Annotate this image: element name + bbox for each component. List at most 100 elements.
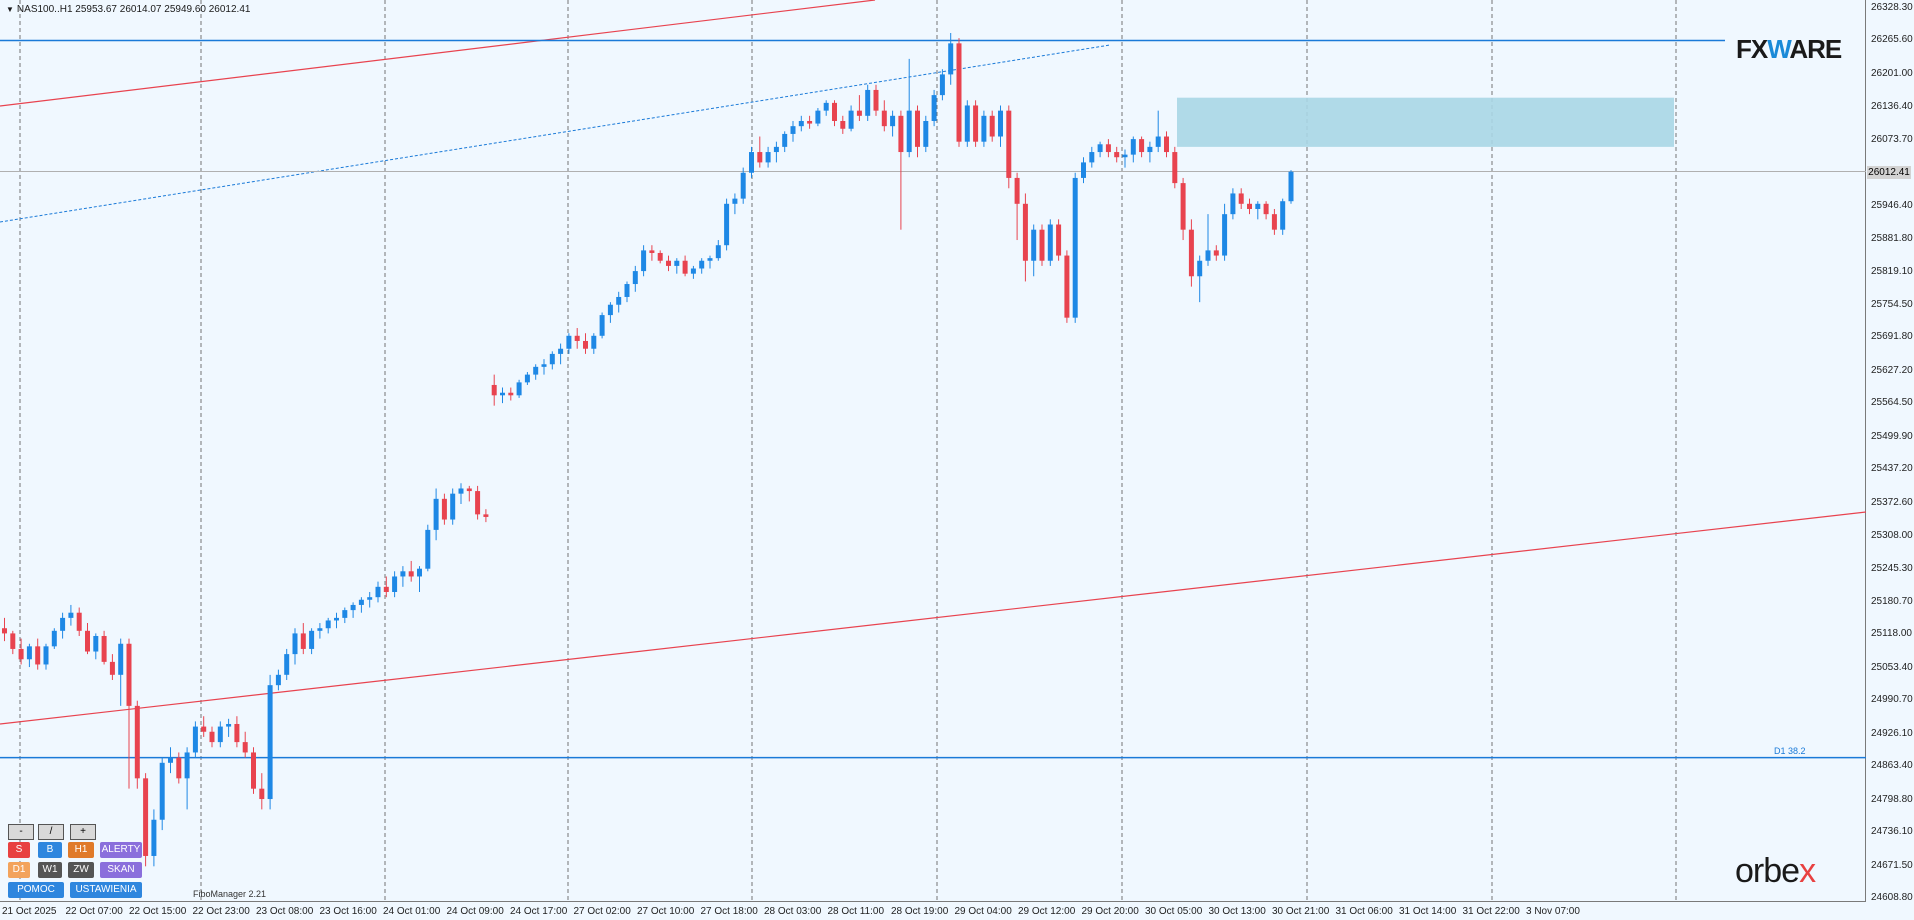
scan-button[interactable]: SKAN	[100, 862, 142, 878]
candle-body	[342, 610, 348, 618]
candle-body	[1263, 203, 1269, 215]
time-tick-label: 30 Oct 05:00	[1145, 906, 1203, 917]
candle-body	[815, 110, 821, 124]
time-tick-label: 27 Oct 02:00	[573, 906, 631, 917]
time-tick-label: 28 Oct 11:00	[827, 906, 885, 917]
timeframe-w1-button[interactable]: W1	[38, 862, 62, 878]
candle-body	[583, 340, 588, 349]
candle-body	[873, 89, 879, 111]
price-chart[interactable]	[0, 0, 1866, 902]
candle-body	[790, 126, 796, 134]
fibo-manager-label: FiboManager 2.21	[193, 889, 267, 899]
candle-body	[641, 250, 647, 272]
chart-plot-area[interactable]	[0, 0, 1866, 902]
candle-body	[85, 630, 90, 652]
price-tick-label: 25881.80	[1871, 233, 1913, 245]
candle-body	[242, 742, 248, 753]
candle-body	[168, 757, 173, 763]
time-tick-label: 31 Oct 14:00	[1399, 906, 1457, 917]
candle-body	[931, 95, 937, 121]
current-price-badge: 26012.41	[1867, 165, 1911, 179]
candle-body	[51, 630, 57, 647]
candle-body	[649, 250, 655, 253]
price-tick-label: 25754.50	[1871, 298, 1913, 310]
price-tick-label: 25372.60	[1871, 496, 1913, 508]
candle-body	[939, 74, 945, 96]
candle-body	[832, 102, 837, 121]
candle-body	[2, 628, 7, 634]
candle-body	[1155, 136, 1161, 147]
candle-body	[533, 366, 539, 375]
chevron-down-icon[interactable]: ▼	[6, 5, 14, 14]
candle-body	[1188, 229, 1194, 277]
zoom-out-button[interactable]: -	[8, 824, 34, 840]
candle-body	[1039, 229, 1045, 261]
candle-body	[1022, 203, 1028, 261]
candle-body	[226, 723, 232, 727]
candle-body	[400, 571, 406, 577]
candle-body	[483, 514, 489, 517]
candle-body	[68, 612, 74, 618]
candle-body	[881, 110, 887, 127]
candle-body	[1056, 224, 1062, 256]
candle-body	[690, 268, 696, 274]
candle-body	[1105, 144, 1111, 153]
buy-button[interactable]: B	[38, 842, 62, 858]
candle-body	[1230, 193, 1236, 215]
candle-body	[998, 110, 1003, 137]
candle-body	[209, 731, 215, 743]
price-tick-label: 24736.10	[1871, 826, 1913, 838]
zoom-reset-button[interactable]: /	[38, 824, 64, 840]
candle-body	[151, 819, 157, 856]
time-tick-label: 24 Oct 17:00	[510, 906, 568, 917]
time-tick-label: 3 Nov 07:00	[1526, 906, 1580, 917]
candle-body	[616, 296, 622, 305]
timeframe-d1-button[interactable]: D1	[8, 862, 30, 878]
candle-body	[134, 705, 140, 779]
price-tick-label: 25053.40	[1871, 661, 1913, 673]
candle-body	[375, 586, 381, 598]
time-tick-label: 22 Oct 23:00	[192, 906, 250, 917]
candle-body	[500, 392, 505, 396]
candle-body	[1271, 214, 1277, 230]
candle-body	[840, 120, 846, 129]
candle-body	[674, 260, 680, 266]
price-tick-label: 25499.90	[1871, 430, 1913, 442]
candle-body	[1197, 260, 1203, 277]
candle-body	[284, 654, 290, 675]
candle-body	[1122, 154, 1128, 158]
candle-body	[948, 43, 954, 75]
candle-body	[176, 757, 182, 779]
channel-line-upper	[0, 0, 876, 107]
candle-body	[350, 604, 356, 611]
candle-body	[1130, 139, 1136, 155]
candle-body	[757, 152, 763, 163]
candle-body	[973, 105, 979, 142]
zw-button[interactable]: ZW	[68, 862, 94, 878]
timeframe-h1-button[interactable]: H1	[68, 842, 94, 858]
candle-body	[1047, 224, 1053, 261]
candle-body	[823, 102, 829, 111]
zoom-in-button[interactable]: +	[70, 824, 96, 840]
time-tick-label: 27 Oct 18:00	[700, 906, 758, 917]
candle-body	[1213, 250, 1219, 256]
candle-body	[1288, 171, 1294, 202]
candle-body	[118, 643, 124, 675]
candle-body	[1006, 110, 1012, 178]
settings-button[interactable]: USTAWIENIA	[70, 882, 142, 898]
time-tick-label: 27 Oct 10:00	[637, 906, 695, 917]
sell-button[interactable]: S	[8, 842, 30, 858]
price-tick-label: 26265.60	[1871, 34, 1913, 46]
help-button[interactable]: POMOC	[8, 882, 64, 898]
time-tick-label: 28 Oct 03:00	[764, 906, 822, 917]
candle-body	[10, 633, 16, 649]
price-tick-label: 24798.80	[1871, 793, 1913, 805]
candle-body	[782, 133, 788, 147]
candle-body	[1247, 203, 1252, 209]
price-tick-label: 26073.70	[1871, 133, 1913, 145]
candle-body	[807, 120, 813, 124]
alerts-button[interactable]: ALERTY	[100, 842, 142, 858]
candle-body	[765, 152, 771, 163]
candle-body	[18, 648, 24, 660]
